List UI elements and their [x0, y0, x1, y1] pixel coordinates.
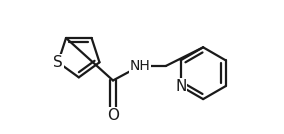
Text: S: S [53, 55, 63, 70]
Text: N: N [175, 79, 186, 94]
Text: NH: NH [130, 59, 150, 73]
Text: O: O [107, 108, 119, 123]
